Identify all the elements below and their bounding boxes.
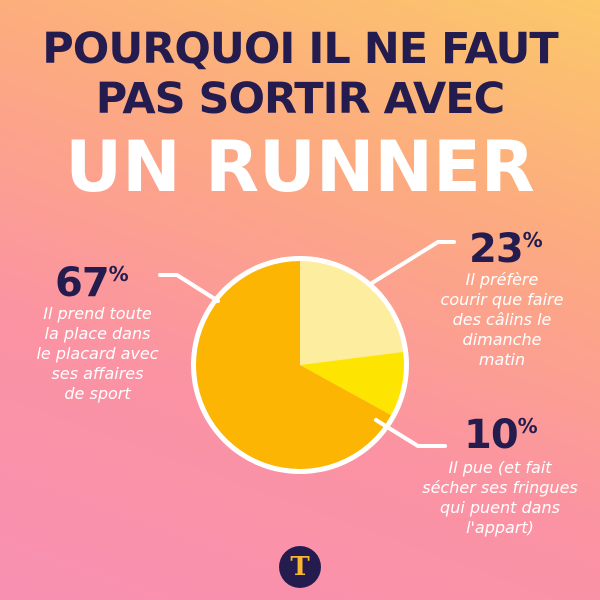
desc-23-line: dimanche [462, 330, 542, 349]
title-line-2: PAS SORTIR AVEC [95, 74, 505, 124]
desc-67-line: de sport [64, 384, 131, 403]
leader-line-23 [370, 240, 456, 285]
pct-value-23: 23 [469, 226, 524, 272]
desc-23-line: des câlins le [452, 310, 552, 329]
pct-label-10: 10% [464, 412, 538, 458]
desc-67-line: Il prend toute [43, 304, 152, 323]
pct-value-67: 67 [55, 260, 110, 306]
desc-67: Il prend toute la place dans le placard … [20, 304, 175, 404]
leader-line-67 [158, 273, 220, 303]
desc-10-line: sécher ses fringues [422, 478, 578, 497]
desc-67-line: la place dans [44, 324, 151, 343]
desc-23-line: Il préfère [465, 270, 539, 289]
brand-logo-icon: T [290, 552, 310, 582]
desc-23: Il préfère courir que faire des câlins l… [432, 270, 572, 370]
pct-value-10: 10 [464, 412, 519, 458]
pct-sign-10: % [517, 414, 538, 438]
desc-10-line: Il pue (et fait [448, 458, 552, 477]
desc-10-line: l'appart) [466, 518, 534, 537]
leader-line-10 [374, 418, 447, 448]
desc-10: Il pue (et fait sécher ses fringues qui … [405, 458, 595, 538]
desc-67-line: le placard avec [36, 344, 159, 363]
pie-slice-67 [196, 261, 392, 470]
pct-label-67: 67% [55, 260, 129, 306]
brand-logo: T [279, 546, 321, 588]
pie-slice-23 [300, 261, 404, 365]
pct-label-23: 23% [469, 226, 543, 272]
title-line-1: POURQUOI IL NE FAUT [42, 24, 558, 74]
pct-sign-67: % [108, 262, 129, 286]
desc-10-line: qui puent dans [440, 498, 560, 517]
desc-23-line: matin [478, 350, 526, 369]
desc-23-line: courir que faire [440, 290, 564, 309]
pie-slice-10 [300, 351, 404, 416]
title-line-3: UN RUNNER [65, 126, 535, 208]
desc-67-line: ses affaires [51, 364, 144, 383]
pct-sign-23: % [522, 228, 543, 252]
